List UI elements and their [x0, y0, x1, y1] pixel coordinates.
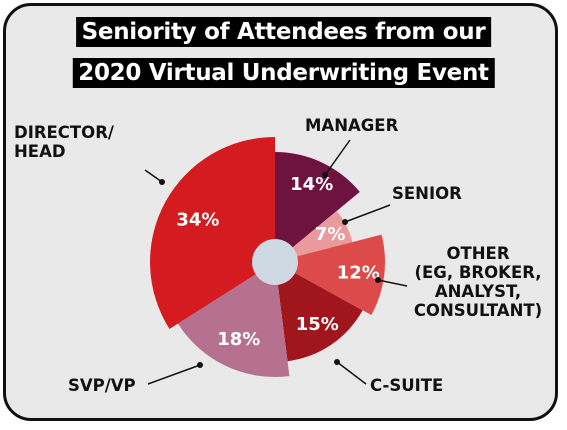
leader-line [324, 139, 351, 176]
slice-category-label: DIRECTOR/HEAD [14, 123, 115, 161]
leader-line [336, 361, 367, 385]
slice-value-label: 12% [337, 263, 380, 284]
chart-title-line-2: 2020 Virtual Underwriting Event [72, 58, 495, 88]
leader-line [144, 169, 163, 183]
slice-value-label: 14% [290, 174, 333, 195]
chart-title-line-1: Seniority of Attendees from our [75, 17, 492, 47]
pie-slice-c-suite [275, 262, 363, 362]
leader-dot [342, 219, 348, 225]
donut-hole [252, 239, 298, 285]
slice-category-label: OTHER (EG, BROKER, ANALYST, CONSULTANT) [414, 244, 542, 320]
slice-value-label: 34% [176, 210, 219, 231]
slice-category-label: SVP/VP [68, 376, 136, 395]
leader-dot [334, 359, 340, 365]
leader-line [344, 204, 391, 223]
pie-slice-svp-vp [177, 262, 290, 378]
slice-value-label: 18% [217, 329, 260, 350]
pie-slice-manager [275, 152, 360, 262]
leader-dot [159, 179, 165, 185]
leader-line [377, 279, 408, 287]
pie-slice-director [150, 137, 275, 329]
leader-dot [322, 172, 328, 178]
slice-value-label: 7% [315, 224, 346, 245]
leader-dot [197, 362, 203, 368]
slice-category-label: SENIOR [392, 184, 462, 203]
slice-value-label: 15% [296, 314, 339, 335]
leader-line [147, 364, 201, 385]
slice-category-label: MANAGER [305, 116, 399, 135]
pie-slice-other [275, 234, 385, 315]
leader-dot [375, 277, 381, 283]
slice-category-label: C-SUITE [370, 376, 443, 395]
pie-slice-senior [275, 211, 353, 262]
